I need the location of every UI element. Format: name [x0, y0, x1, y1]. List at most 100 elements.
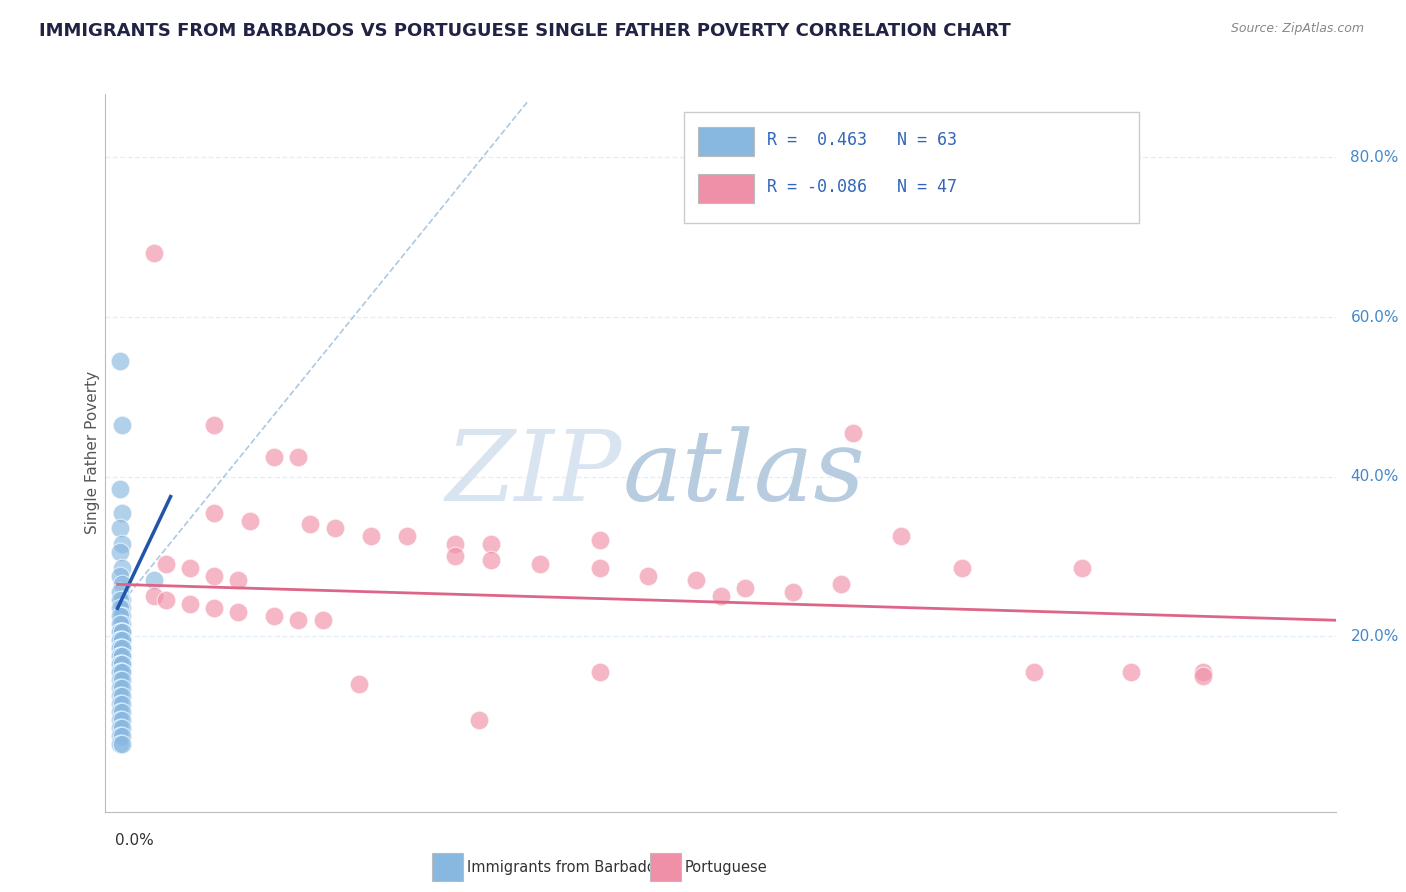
Point	[108, 729, 131, 743]
Point	[108, 617, 131, 632]
Point	[589, 665, 612, 679]
Point	[111, 506, 134, 520]
Bar	[699, 174, 754, 202]
Point	[108, 673, 131, 687]
Point	[111, 649, 134, 664]
Point	[1192, 665, 1215, 679]
Point	[1192, 669, 1215, 683]
Point	[111, 729, 134, 743]
Point	[108, 649, 131, 664]
Point	[108, 697, 131, 711]
Point	[108, 657, 131, 672]
Point	[111, 697, 134, 711]
Text: 60.0%: 60.0%	[1350, 310, 1399, 325]
Text: R =  0.463   N = 63: R = 0.463 N = 63	[768, 131, 957, 149]
Point	[111, 673, 134, 687]
Point	[395, 529, 418, 543]
Point	[111, 641, 134, 656]
Text: atlas: atlas	[621, 426, 865, 522]
Point	[202, 506, 225, 520]
Point	[108, 721, 131, 735]
Point	[481, 553, 503, 567]
Point	[179, 597, 201, 611]
Point	[108, 609, 131, 624]
Point	[111, 633, 134, 648]
Point	[323, 521, 346, 535]
Point	[360, 529, 382, 543]
Point	[468, 713, 491, 727]
Point	[111, 625, 134, 640]
Point	[1024, 665, 1046, 679]
Point	[226, 605, 249, 619]
Point	[142, 246, 165, 260]
Point	[108, 633, 131, 648]
Point	[287, 450, 309, 464]
Point	[108, 633, 131, 648]
Point	[108, 569, 131, 583]
Text: 0.0%: 0.0%	[115, 833, 153, 848]
Point	[444, 537, 467, 551]
Point	[108, 649, 131, 664]
Point	[179, 561, 201, 575]
Point	[108, 705, 131, 719]
Point	[108, 641, 131, 656]
Point	[311, 613, 333, 627]
Point	[111, 641, 134, 656]
Point	[155, 558, 177, 572]
Point	[111, 665, 134, 679]
Point	[111, 649, 134, 664]
Point	[111, 601, 134, 615]
Point	[108, 521, 131, 535]
Point	[299, 517, 322, 532]
Point	[202, 601, 225, 615]
Text: 80.0%: 80.0%	[1350, 150, 1399, 165]
Point	[239, 514, 262, 528]
Point	[108, 601, 131, 615]
Point	[108, 354, 131, 368]
Point	[830, 577, 852, 591]
Point	[111, 625, 134, 640]
Point	[842, 425, 865, 440]
Point	[111, 665, 134, 679]
Point	[111, 617, 134, 632]
Point	[108, 585, 131, 599]
Point	[589, 533, 612, 548]
Point	[111, 561, 134, 575]
Point	[481, 537, 503, 551]
Point	[111, 625, 134, 640]
Point	[111, 577, 134, 591]
Point	[202, 417, 225, 432]
Point	[108, 689, 131, 703]
Point	[782, 585, 804, 599]
Point	[108, 545, 131, 559]
Point	[108, 625, 131, 640]
Point	[108, 713, 131, 727]
Point	[142, 589, 165, 603]
Point	[263, 450, 285, 464]
Point	[202, 569, 225, 583]
Point	[108, 657, 131, 672]
Point	[111, 737, 134, 751]
Point	[709, 589, 731, 603]
Point	[1071, 561, 1094, 575]
Point	[589, 561, 612, 575]
Point	[444, 549, 467, 564]
Point	[111, 537, 134, 551]
Bar	[699, 128, 754, 156]
Point	[1119, 665, 1142, 679]
Point	[155, 593, 177, 607]
Point	[685, 574, 707, 588]
Point	[108, 681, 131, 695]
Text: 40.0%: 40.0%	[1350, 469, 1399, 484]
Point	[108, 641, 131, 656]
Point	[111, 657, 134, 672]
Point	[142, 574, 165, 588]
Text: Source: ZipAtlas.com: Source: ZipAtlas.com	[1230, 22, 1364, 36]
Text: Immigrants from Barbados: Immigrants from Barbados	[467, 860, 664, 874]
Point	[347, 677, 370, 691]
Point	[108, 737, 131, 751]
Text: Portuguese: Portuguese	[685, 860, 768, 874]
Point	[108, 593, 131, 607]
Point	[734, 582, 756, 596]
Point	[108, 482, 131, 496]
